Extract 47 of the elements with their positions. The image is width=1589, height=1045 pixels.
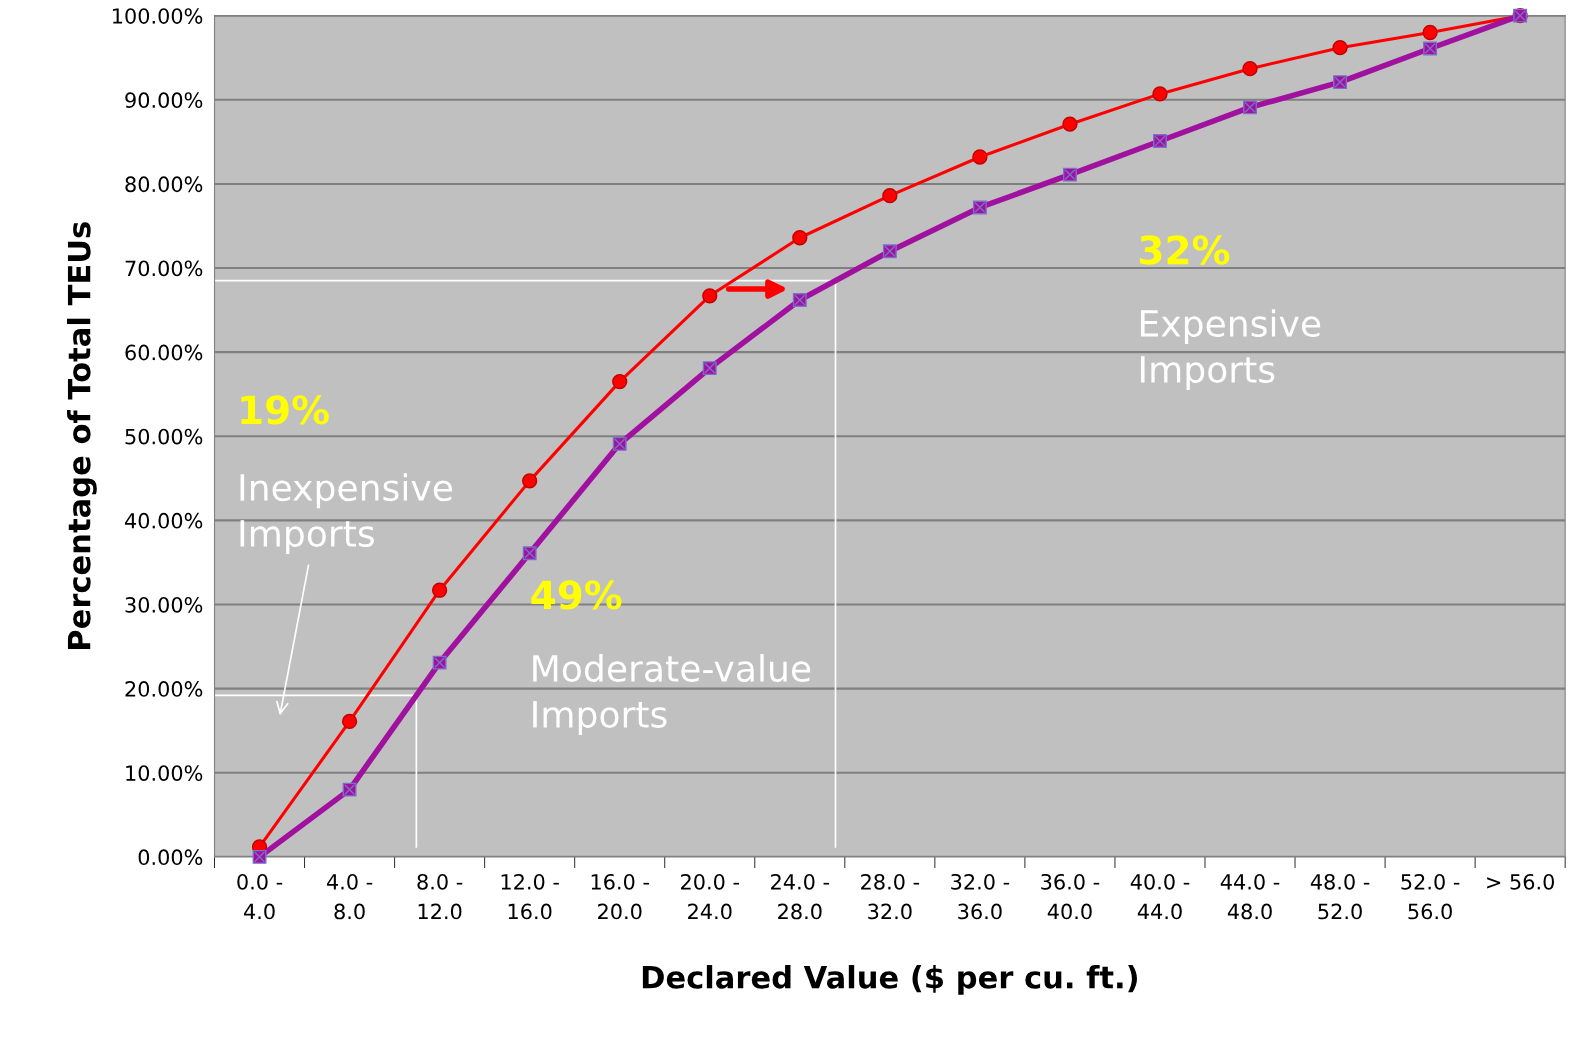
point: [341, 713, 358, 730]
x-tick-label: 52.0 - 56.0: [1401, 873, 1460, 920]
y-tick-label: 20.00%: [125, 681, 203, 697]
x-tick-label: 24.0 - 28.0: [771, 873, 830, 920]
x-tick-label: 4.0 - 8.0: [326, 873, 373, 920]
x-tick-label: 8.0 - 12.0: [417, 873, 463, 920]
y-tick-label: 100.00%: [113, 8, 203, 24]
point: [431, 582, 448, 598]
x-tick-label: 36.0 - 40.0: [1041, 873, 1100, 920]
x-tick-label: > 56.0: [1487, 873, 1554, 890]
point: [612, 373, 628, 390]
point: [1332, 40, 1348, 56]
y-tick-label: 80.00%: [125, 176, 203, 193]
annotation: Inexpensive Imports: [240, 473, 453, 555]
y-tick-label: 70.00%: [125, 260, 203, 277]
point: [1062, 116, 1078, 132]
point: [1422, 24, 1438, 41]
y-tick-label: 60.00%: [125, 344, 203, 361]
point: [1152, 86, 1168, 102]
point: [702, 288, 718, 304]
y-tick-label: 50.00%: [125, 428, 203, 445]
x-axis-title: Declared Value ($ per cu. ft.): [642, 965, 1137, 995]
y-tick-label: 40.00%: [124, 512, 203, 529]
x-tick-label: 0.0 - 4.0: [237, 873, 283, 920]
annotation: 32%: [1140, 235, 1230, 265]
y-tick-label: 90.00%: [125, 92, 203, 109]
x-tick-label: 40.0 - 44.0: [1130, 873, 1190, 920]
point: [882, 188, 898, 204]
x-tick-label: 16.0 - 20.0: [591, 873, 649, 920]
annotation: Moderate-value Imports: [533, 654, 811, 735]
x-tick-label: 28.0 - 32.0: [861, 873, 920, 920]
annotation: Expensive Imports: [1141, 309, 1321, 391]
y-tick-label: 30.00%: [125, 596, 203, 613]
x-tick-label: 32.0 - 36.0: [951, 873, 1010, 920]
x-tick-label: 20.0 - 24.0: [681, 873, 739, 920]
point: [1242, 61, 1258, 77]
y-tick-label: 0.00%: [138, 849, 203, 866]
point: [522, 473, 538, 489]
x-tick-label: 44.0 - 48.0: [1220, 873, 1280, 920]
x-tick-label: 12.0 - 16.0: [501, 873, 559, 920]
y-axis-title: Percentage of Total TEUs: [67, 222, 97, 649]
annotation: 49%: [531, 580, 622, 610]
point: [972, 149, 988, 165]
x-tick-label: 48.0 - 52.0: [1310, 873, 1370, 920]
y-tick-label: 10.00%: [126, 765, 203, 781]
point: [792, 230, 808, 246]
annotation: 19%: [241, 395, 329, 425]
